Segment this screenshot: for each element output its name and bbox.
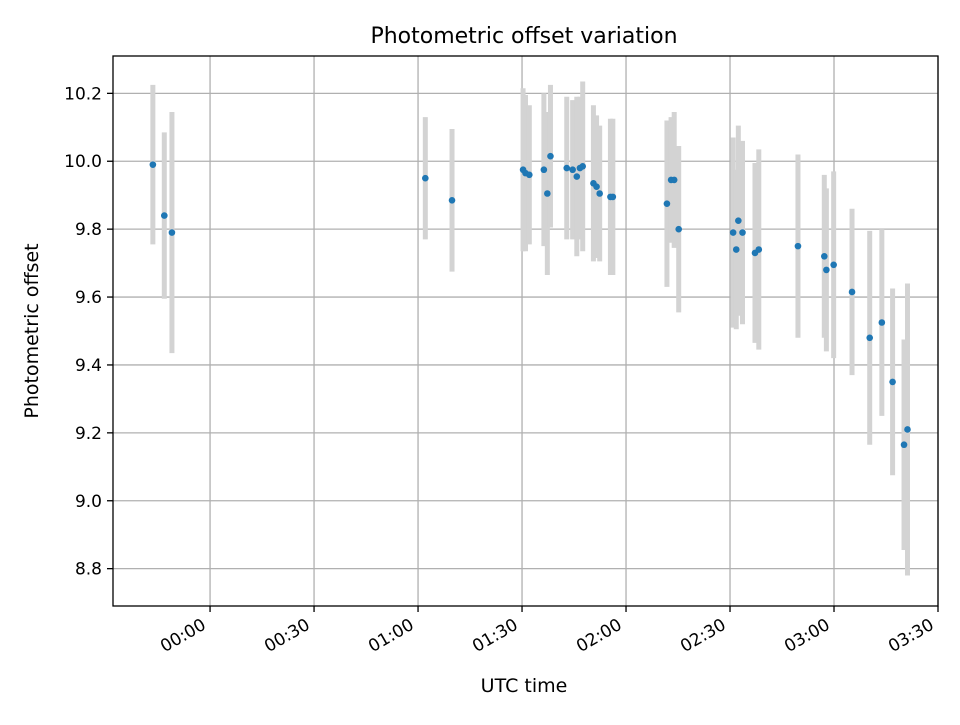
data-points xyxy=(149,152,911,449)
data-point xyxy=(149,161,157,168)
data-point xyxy=(735,217,742,224)
data-point xyxy=(547,152,554,160)
data-point xyxy=(729,229,737,236)
data-point xyxy=(794,242,802,250)
y-tick-label: 9.4 xyxy=(75,356,102,376)
data-point xyxy=(755,246,763,253)
data-point xyxy=(593,183,600,191)
data-point xyxy=(526,171,533,179)
data-point xyxy=(830,261,837,269)
data-point xyxy=(422,174,429,182)
data-point xyxy=(596,190,603,197)
data-point xyxy=(732,246,740,253)
data-point xyxy=(848,288,856,296)
y-tick-label: 9.8 xyxy=(75,220,102,240)
y-tick-label: 10.2 xyxy=(64,84,102,104)
data-point xyxy=(579,163,586,170)
data-point xyxy=(878,319,886,326)
data-point xyxy=(670,176,678,184)
y-tick-label: 9.2 xyxy=(75,424,102,444)
data-point xyxy=(675,225,683,233)
data-point xyxy=(573,173,581,180)
y-tick-label: 9.6 xyxy=(75,288,102,308)
y-axis-label: Photometric offset xyxy=(21,243,43,418)
y-tick-label: 10.0 xyxy=(64,152,102,172)
data-point xyxy=(821,253,828,260)
data-point xyxy=(540,166,548,174)
data-point xyxy=(663,200,671,207)
data-point xyxy=(866,334,874,342)
data-point xyxy=(609,193,617,201)
data-point xyxy=(448,196,456,204)
data-point xyxy=(904,426,911,433)
data-point xyxy=(739,229,746,236)
data-point xyxy=(823,266,830,274)
data-point xyxy=(563,164,571,172)
data-point xyxy=(889,378,896,386)
plot-frame xyxy=(112,55,939,607)
data-point xyxy=(168,229,176,236)
y-tick-label: 8.8 xyxy=(75,560,102,580)
data-point xyxy=(569,166,576,174)
data-point xyxy=(544,190,551,197)
y-tick-label: 9.0 xyxy=(75,492,102,512)
x-axis-label: UTC time xyxy=(481,675,568,697)
data-point xyxy=(900,441,908,449)
data-point xyxy=(161,212,168,219)
chart-title: Photometric offset variation xyxy=(370,24,677,49)
